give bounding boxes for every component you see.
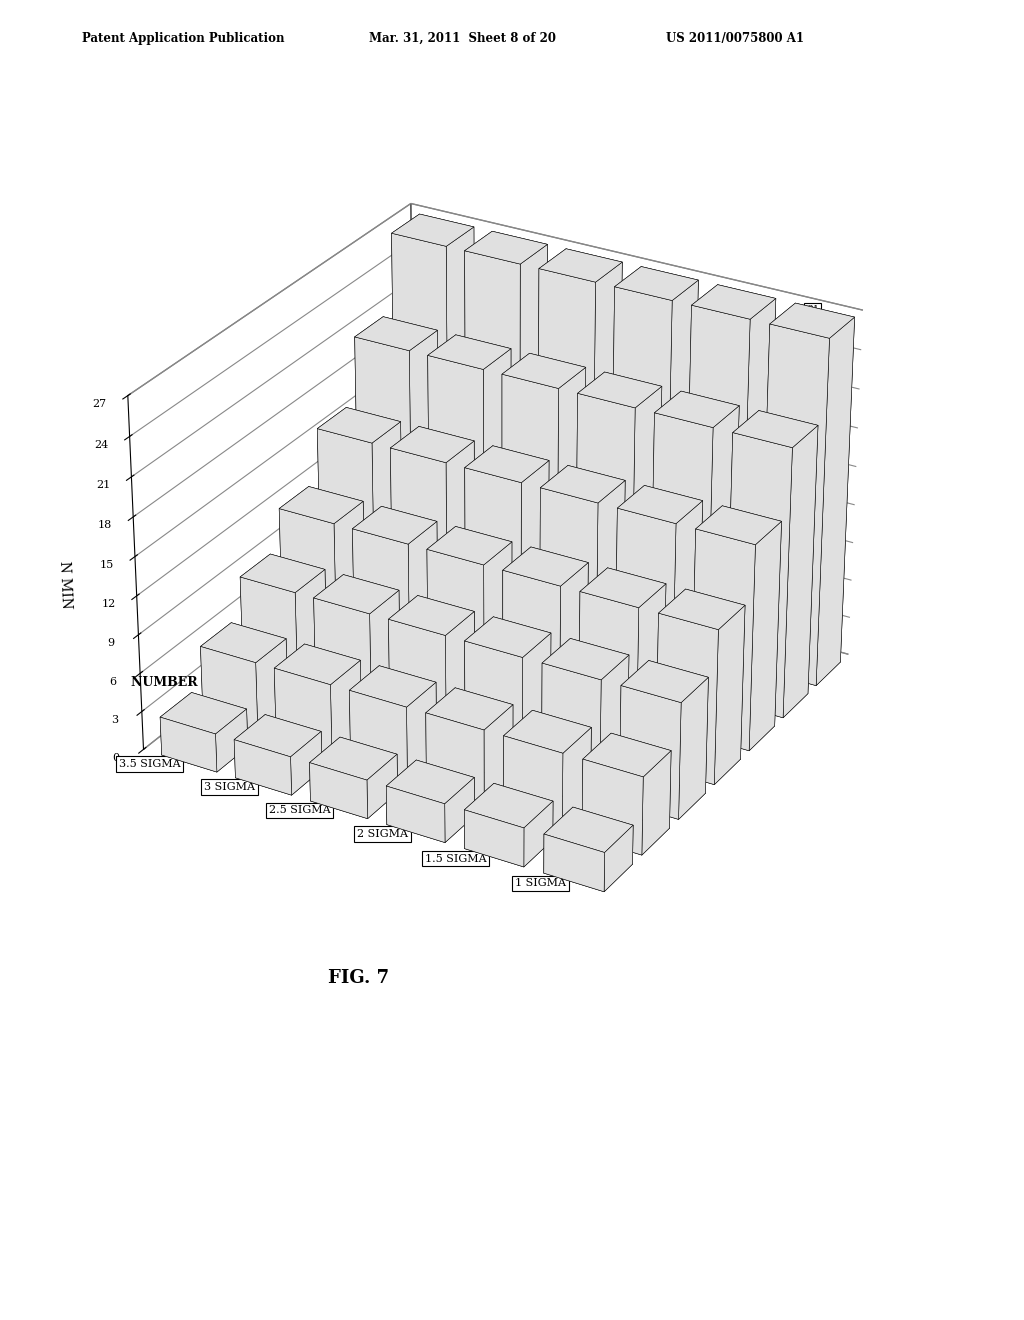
Text: Mar. 31, 2011  Sheet 8 of 20: Mar. 31, 2011 Sheet 8 of 20 (369, 32, 556, 45)
Text: Patent Application Publication: Patent Application Publication (82, 32, 285, 45)
Text: US 2011/0075800 A1: US 2011/0075800 A1 (666, 32, 804, 45)
Text: FIG. 7: FIG. 7 (328, 969, 389, 987)
